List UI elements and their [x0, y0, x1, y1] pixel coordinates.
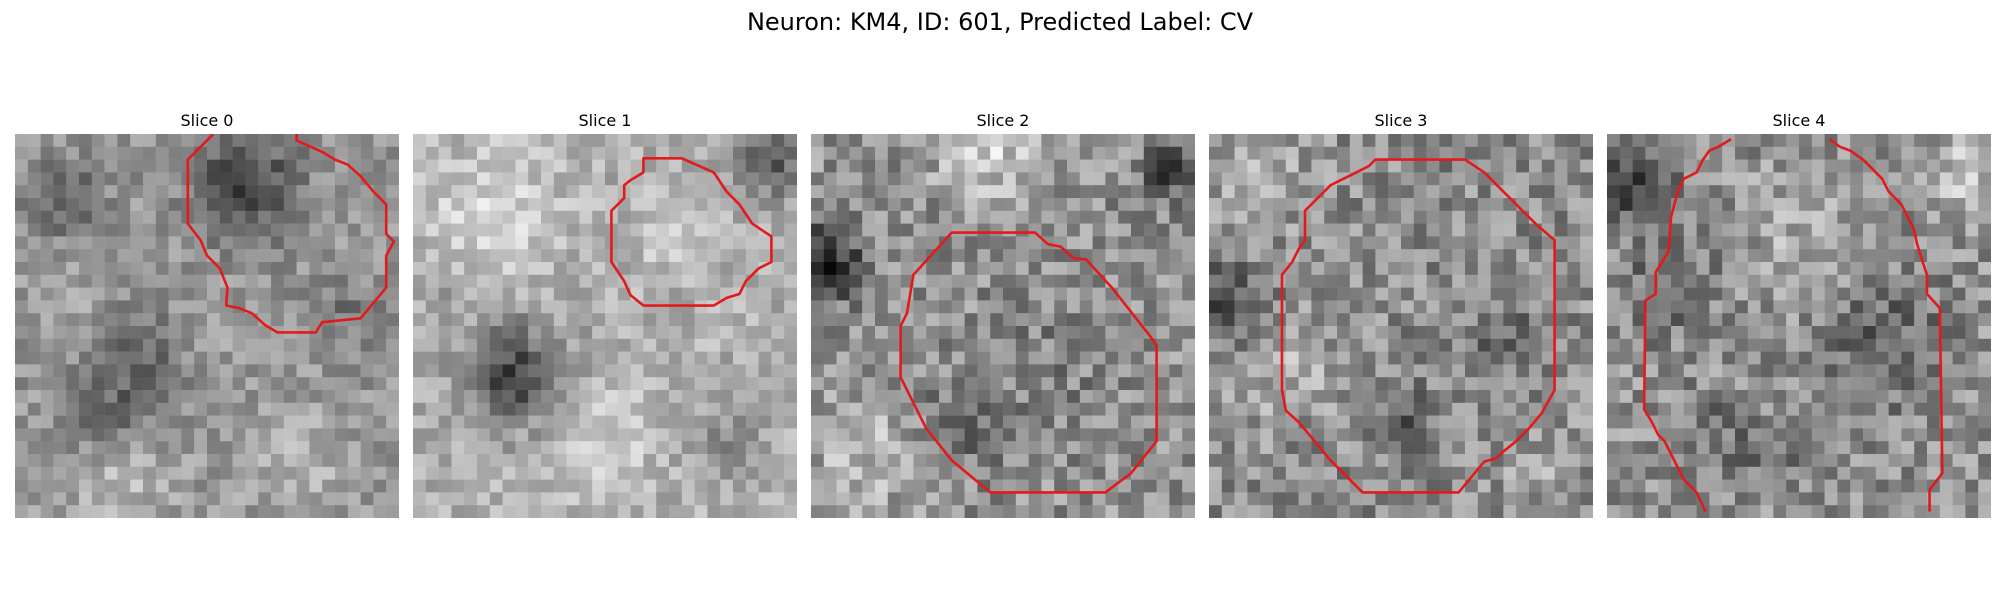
slice-title: Slice 1	[578, 111, 632, 130]
slice-panel-1: Slice 1	[412, 108, 798, 518]
grayscale-pixels	[15, 134, 399, 518]
slice-panel-4: Slice 4	[1606, 108, 1992, 518]
grayscale-pixels	[1209, 134, 1593, 518]
grayscale-pixels	[413, 134, 797, 518]
grayscale-pixels	[811, 134, 1195, 518]
slice-image	[1209, 134, 1593, 518]
figure-title: Neuron: KM4, ID: 601, Predicted Label: C…	[746, 8, 1254, 36]
slice-title: Slice 3	[1374, 111, 1428, 130]
slice-panel-0: Slice 0	[14, 108, 400, 518]
segmentation-contour	[1830, 139, 1943, 511]
slice-image	[413, 134, 797, 518]
slice-panel-2: Slice 2	[810, 108, 1196, 518]
segmentation-contour	[1644, 139, 1731, 511]
segmentation-contour	[611, 158, 771, 305]
segmentation-contour	[1282, 160, 1555, 493]
slice-title: Slice 4	[1772, 111, 1826, 130]
slice-image	[1607, 134, 1991, 518]
slice-title: Slice 2	[976, 111, 1030, 130]
segmentation-contour	[901, 233, 1157, 493]
slice-title: Slice 0	[180, 111, 234, 130]
slice-panel-3: Slice 3	[1208, 108, 1594, 518]
slice-image	[15, 134, 399, 518]
segmentation-contour	[188, 134, 394, 332]
grayscale-pixels	[1607, 134, 1991, 518]
slice-image	[811, 134, 1195, 518]
